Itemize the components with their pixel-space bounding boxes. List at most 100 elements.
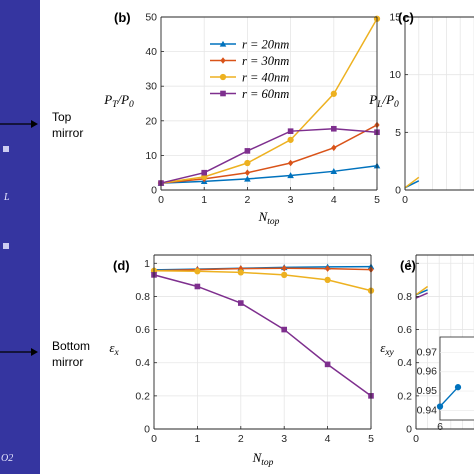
marker-triangle	[244, 175, 251, 182]
x-tick-label: 2	[244, 194, 250, 206]
y-tick-label: 0.4	[135, 357, 150, 369]
y-tick-label: 0	[151, 185, 157, 197]
marker-square	[324, 361, 331, 368]
marker-circle	[194, 268, 201, 275]
panel-label: (d)	[113, 258, 130, 273]
inset-frame	[439, 336, 474, 421]
y-tick-label: 1	[144, 258, 150, 270]
marker-square	[287, 128, 294, 134]
y-tick-label: 50	[145, 12, 157, 24]
x-tick-label: 0	[413, 433, 419, 445]
y-tick-label: 0	[144, 424, 150, 436]
x-tick-label: 0	[151, 433, 157, 445]
series-line	[404, 176, 420, 189]
device-dots	[3, 146, 9, 249]
marker-circle	[287, 136, 294, 143]
marker-circle	[330, 90, 337, 97]
series-line	[153, 269, 372, 292]
y-tick-label: 0.8	[135, 291, 150, 303]
device-schematic	[0, 0, 40, 474]
marker-diamond	[281, 264, 287, 272]
marker-square	[330, 125, 337, 132]
series-line	[160, 128, 378, 184]
y-tick-label: 30	[145, 81, 157, 93]
y-tick-label: 20	[145, 115, 157, 127]
x-tick-label: 1	[201, 194, 207, 206]
marker-square	[194, 283, 201, 290]
x-axis-label: Ntop	[252, 450, 274, 468]
panel-label: (e)	[400, 258, 416, 273]
series-line	[160, 18, 378, 184]
bottom-mirror-arrow	[0, 348, 38, 356]
y-tick-label: 1	[406, 258, 412, 270]
x-tick-label: 3	[288, 194, 294, 206]
x-tick-label: 0	[158, 194, 164, 206]
marker-square	[281, 326, 288, 333]
x-tick-label: 0	[402, 194, 408, 206]
y-tick-label: 10	[389, 69, 401, 81]
marker-square	[201, 169, 208, 176]
device-dot	[3, 243, 9, 249]
y-axis-label: εxy	[380, 340, 394, 358]
legend-entry: r = 60nm	[242, 87, 289, 101]
legend-entry: r = 30nm	[242, 54, 289, 68]
marker-diamond	[220, 57, 226, 64]
y-tick-label: 0.6	[135, 324, 150, 336]
y-axis-label: PT/P0	[103, 92, 134, 110]
y-axis-label: PL/P0	[368, 92, 399, 110]
series-line	[160, 165, 378, 184]
x-tick-label: 5	[368, 433, 374, 445]
marker-circle	[324, 276, 331, 283]
x-tick-label: 5	[374, 194, 380, 206]
legend-entry: r = 20nm	[242, 38, 289, 52]
series-line	[415, 292, 428, 299]
y-tick-label: 40	[145, 46, 157, 58]
y-tick-label: 5	[395, 127, 401, 139]
y-tick-label: 0.4	[397, 357, 412, 369]
marker-diamond	[324, 265, 331, 272]
series-line	[153, 267, 372, 272]
series-line	[415, 285, 429, 296]
inset-y-tick-label: 0.97	[417, 346, 438, 358]
y-tick-label: 0.8	[397, 291, 412, 303]
panel-label: (c)	[398, 10, 414, 25]
panel-label: (b)	[114, 10, 131, 25]
marker-circle	[237, 269, 244, 276]
marker-diamond	[287, 159, 294, 167]
bottom-mirror-label-1: Bottom	[52, 339, 90, 353]
inset-y-tick-label: 0.94	[417, 404, 438, 416]
x-tick-label: 4	[325, 433, 331, 445]
marker-diamond	[238, 265, 244, 272]
marker-triangle	[330, 168, 338, 174]
inset-y-tick-label: 0.95	[417, 385, 438, 397]
x-axis-label: Ntop	[258, 209, 280, 227]
y-axis-label: εx	[109, 340, 119, 358]
marker-circle	[436, 403, 444, 410]
y-tick-label: 0.2	[135, 390, 150, 402]
top-mirror-label-2: mirror	[52, 126, 83, 140]
y-tick-label: 0.6	[397, 324, 412, 336]
x-tick-label: 1	[194, 433, 200, 445]
y-tick-label: 0	[395, 185, 401, 197]
series-line	[153, 274, 372, 397]
inset-x-tick-label: 6	[437, 421, 443, 433]
marker-triangle	[287, 172, 294, 179]
inset-y-tick-label: 0.96	[417, 366, 438, 378]
marker-circle	[454, 384, 462, 391]
y-tick-label: 0.2	[397, 390, 412, 402]
marker-diamond	[244, 169, 251, 176]
marker-diamond	[331, 144, 337, 152]
marker-square	[237, 300, 244, 306]
top-mirror-label-1: Top	[52, 110, 72, 124]
x-tick-label: 3	[281, 433, 287, 445]
series-line	[160, 124, 378, 184]
top-mirror-arrow	[0, 120, 38, 128]
marker-circle	[244, 159, 251, 167]
y-tick-label: 0	[406, 424, 412, 436]
marker-square	[244, 148, 251, 154]
device-text-o2: O2	[1, 453, 13, 464]
device-dot	[3, 146, 9, 152]
inset-series-line	[439, 386, 459, 407]
